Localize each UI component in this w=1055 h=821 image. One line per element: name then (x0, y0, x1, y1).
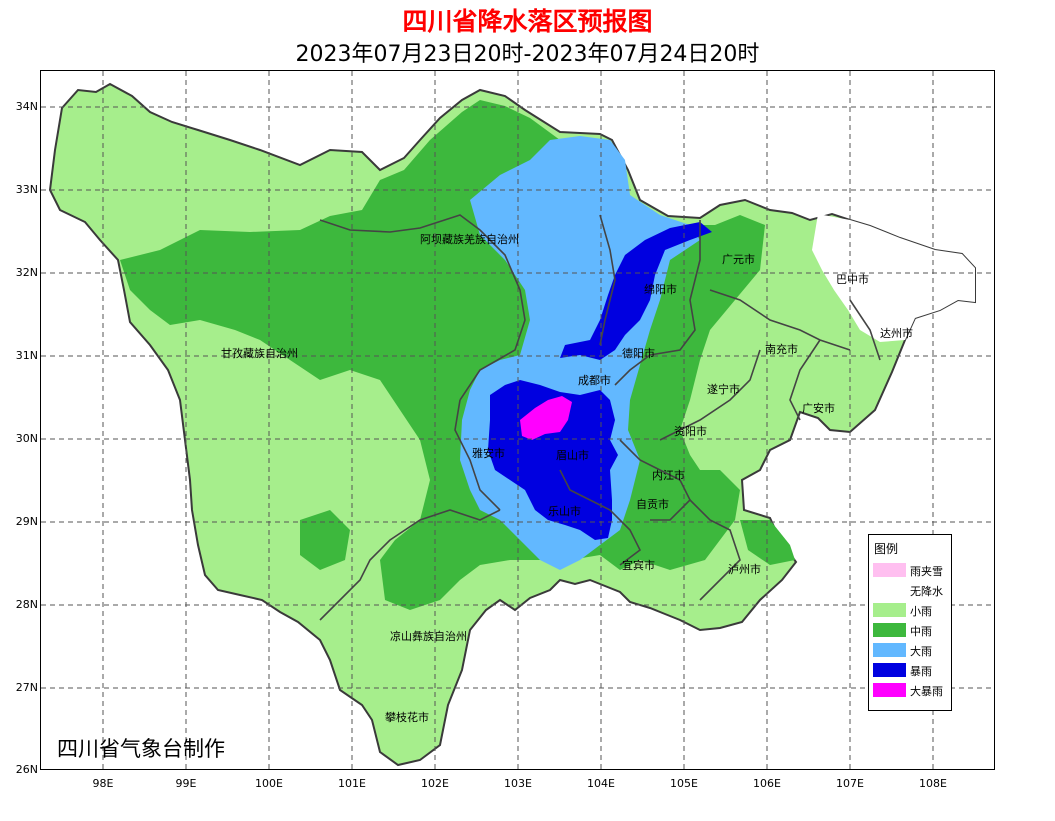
lon-label: 103E (504, 777, 532, 790)
city-label-mianyang: 绵阳市 (644, 283, 677, 296)
lat-label: 31N (15, 349, 38, 362)
legend-swatch (873, 663, 906, 677)
map-grid (41, 71, 994, 769)
prefecture-boundaries (319, 214, 881, 621)
city-label-chengdu: 成都市 (578, 374, 611, 387)
lat-label: 30N (15, 432, 38, 445)
legend-swatch (873, 643, 906, 657)
city-label-luzhou: 泸州市 (728, 563, 761, 576)
lat-label: 32N (15, 266, 38, 279)
legend: 图例 雨夹雪 无降水 小雨 中雨 大雨 暴雨 大暴雨 (868, 534, 952, 711)
lat-label: 28N (15, 598, 38, 611)
legend-label: 大暴雨 (910, 685, 943, 698)
city-label-guangan: 广安市 (802, 402, 835, 415)
legend-label: 中雨 (910, 625, 932, 638)
city-label-guangyuan: 广元市 (722, 253, 755, 266)
legend-swatch (873, 623, 906, 637)
legend-item-no-rain: 无降水 (873, 581, 951, 598)
city-label-nanchong: 南充市 (765, 343, 798, 356)
credit-text: 四川省气象台制作 (57, 737, 225, 761)
legend-label: 小雨 (910, 605, 932, 618)
legend-item-rainstorm: 暴雨 (873, 661, 951, 678)
lat-label: 29N (15, 515, 38, 528)
lon-label: 104E (587, 777, 615, 790)
lat-label: 33N (15, 183, 38, 196)
city-label-ganzi: 甘孜藏族自治州 (221, 347, 298, 360)
lon-label: 100E (255, 777, 283, 790)
city-label-suining: 遂宁市 (707, 383, 740, 396)
no-rain-area (812, 214, 975, 342)
city-label-liangshan: 凉山彝族自治州 (390, 630, 467, 643)
map-title: 四川省降水落区预报图 (402, 7, 653, 36)
map-subtitle: 2023年07月23日20时-2023年07月24日20时 (295, 42, 760, 67)
city-label-yibin: 宜宾市 (622, 559, 655, 572)
legend-title: 图例 (874, 542, 899, 556)
lon-label: 107E (836, 777, 864, 790)
legend-swatch (873, 683, 906, 697)
city-label-aba: 阿坝藏族羌族自治州 (420, 233, 519, 246)
lat-label: 26N (15, 763, 38, 776)
legend-item-light-rain: 小雨 (873, 601, 951, 618)
city-label-neijiang: 内江市 (652, 469, 685, 482)
lon-label: 105E (670, 777, 698, 790)
legend-label: 雨夹雪 (910, 565, 943, 578)
lon-label: 102E (421, 777, 449, 790)
legend-item-sleet: 雨夹雪 (873, 561, 951, 578)
lon-label: 106E (753, 777, 781, 790)
city-label-deyang: 德阳市 (622, 347, 655, 360)
city-label-leshan: 乐山市 (548, 505, 581, 518)
legend-item-moderate-rain: 中雨 (873, 621, 951, 638)
legend-label: 大雨 (910, 645, 932, 658)
map-frame (40, 70, 995, 770)
city-label-ziyang: 资阳市 (674, 425, 707, 438)
city-label-panzhihua: 攀枝花市 (385, 711, 429, 724)
legend-label: 暴雨 (910, 665, 932, 678)
lat-label: 27N (15, 681, 38, 694)
legend-label: 无降水 (910, 585, 943, 598)
legend-swatch (873, 583, 906, 597)
legend-swatch (873, 603, 906, 617)
city-label-bazhong: 巴中市 (836, 273, 869, 286)
lat-label: 34N (15, 100, 38, 113)
city-label-meishan: 眉山市 (556, 449, 589, 462)
city-label-yaan: 雅安市 (472, 447, 505, 460)
lon-label: 108E (919, 777, 947, 790)
rainstorm-area (560, 222, 712, 360)
lon-label: 99E (175, 777, 197, 790)
moderate-rain-area-south (300, 510, 350, 570)
lon-label: 98E (92, 777, 114, 790)
legend-item-heavy-rain: 大雨 (873, 641, 951, 658)
extreme-rainstorm-area (520, 396, 572, 440)
lon-label: 101E (338, 777, 366, 790)
legend-item-heavy-rainstorm: 大暴雨 (873, 681, 951, 698)
city-label-dazhou: 达州市 (880, 327, 913, 340)
city-label-zigong: 自贡市 (636, 498, 669, 511)
legend-swatch (873, 563, 906, 577)
